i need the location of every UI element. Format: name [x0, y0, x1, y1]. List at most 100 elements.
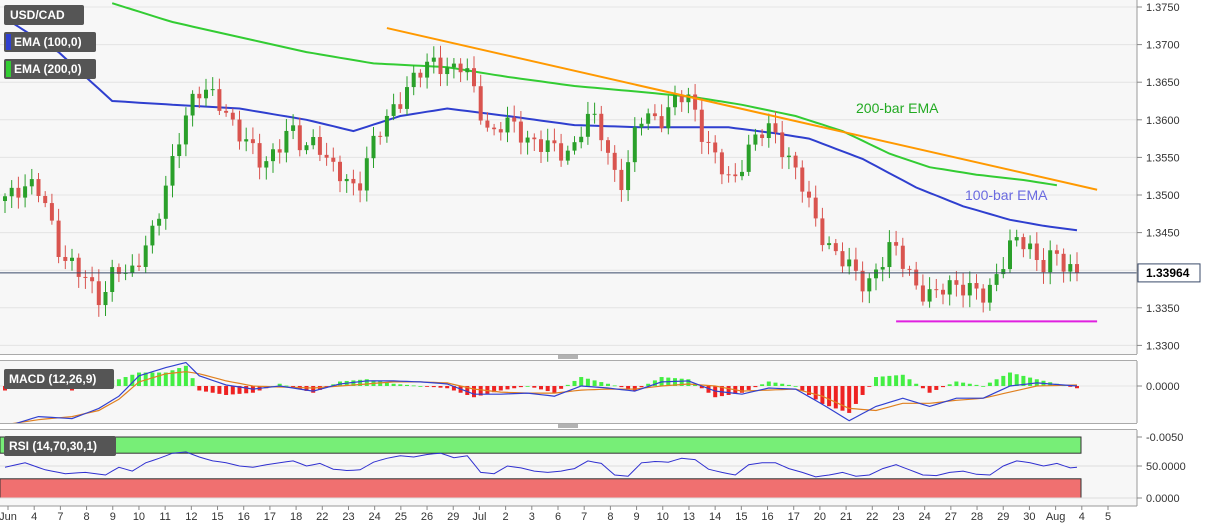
candle-body [1001, 269, 1006, 275]
candle [56, 208, 61, 264]
candle-body [807, 191, 811, 198]
macd-histogram-bar [418, 386, 423, 387]
time-tick-label: 29 [997, 511, 1009, 523]
candle [183, 107, 188, 157]
candle [284, 118, 289, 163]
time-tick-label: 13 [683, 511, 695, 523]
candle-body [706, 141, 711, 143]
candle [800, 160, 805, 203]
candle [746, 134, 751, 176]
candle-body [16, 187, 21, 198]
candle [1061, 248, 1066, 283]
time-tick-label: 5 [1105, 511, 1111, 523]
time-tick-label: 6 [555, 511, 561, 523]
candle-body [1014, 237, 1019, 241]
macd-histogram-bar [451, 386, 456, 391]
macd-histogram-bar [277, 383, 282, 386]
candle-body [773, 123, 778, 133]
macd-histogram-bar [492, 386, 497, 393]
candle-body [632, 127, 637, 163]
candle-body [63, 256, 68, 261]
candle [277, 139, 282, 164]
candle [478, 74, 483, 125]
candle-body [927, 289, 932, 302]
macd-histogram-bar [1001, 375, 1006, 386]
macd-histogram-bar [760, 384, 765, 386]
candle [900, 237, 905, 278]
candle-body [492, 127, 497, 130]
macd-histogram-bar [860, 386, 865, 395]
candle [304, 142, 309, 155]
time-tick-label: 9 [634, 511, 640, 523]
ema100-layer [4, 17, 1078, 232]
candle-body [250, 139, 255, 144]
macd-histogram-bar [887, 375, 892, 386]
candle [150, 220, 155, 254]
candle [867, 273, 872, 304]
ema100-legend[interactable]: EMA (100,0) [4, 32, 96, 52]
candle-body [974, 283, 979, 289]
macd-histogram-bar [987, 382, 992, 386]
macd-histogram-bar [679, 378, 684, 386]
candle-body [693, 94, 698, 110]
candle [847, 247, 852, 275]
time-axis[interactable]: Jun 4 7 8 9 10 11 12 15 16 17 18 22 23 24 25 26 29 Jul 2 3 6 7… [0, 506, 1111, 523]
candle [338, 155, 342, 193]
macd-histogram-bar [914, 383, 919, 386]
candle [585, 101, 590, 145]
macd-histogram-bar [793, 386, 798, 387]
macd-histogram-bar [378, 381, 383, 386]
symbol-label[interactable]: USD/CAD [4, 5, 84, 25]
candle-body [217, 89, 222, 111]
candle [36, 172, 41, 203]
time-tick-label: 22 [866, 511, 878, 523]
macd-histogram-bar [197, 386, 202, 391]
candle [726, 166, 731, 183]
macd-histogram-bar [927, 386, 932, 393]
macd-histogram-bar [967, 383, 972, 386]
candle-body [1061, 253, 1066, 272]
macd-pane-resize-handle[interactable] [0, 354, 1137, 361]
macd-legend[interactable]: MACD (12,26,9) [4, 369, 114, 389]
time-tick-label: 7 [57, 511, 63, 523]
candle [1048, 240, 1053, 285]
time-tick-label: 28 [971, 511, 983, 523]
candle-body [532, 137, 537, 140]
candle-body [110, 267, 115, 293]
candle-body [458, 63, 463, 73]
macd-histogram-bar [465, 386, 470, 395]
candle-body [941, 289, 945, 295]
macd-histogram-bar [706, 386, 711, 393]
time-tick-label: 2 [503, 511, 509, 523]
rsi-pane-resize-handle[interactable] [0, 423, 1137, 430]
candle [813, 185, 818, 227]
candle [699, 97, 704, 154]
symbol-label-text: USD/CAD [10, 8, 65, 22]
macd-histogram-bar [284, 385, 289, 387]
macd-histogram-bar [699, 386, 704, 389]
candle [934, 278, 939, 298]
price-axis[interactable]: 1.3750 1.3700 1.3650 1.3600 1.3550 1.3500 1.34… [1137, 2, 1180, 352]
macd-histogram-bar [1008, 372, 1012, 386]
candle-body [981, 288, 986, 303]
macd-tick-label: 0.0000 [1146, 381, 1180, 393]
candle [70, 248, 74, 271]
candle [110, 259, 115, 302]
candle-body [833, 243, 838, 252]
candle [740, 159, 744, 181]
candle [317, 125, 322, 162]
rsi-legend[interactable]: RSI (14,70,30,1) [4, 436, 116, 456]
candle-body [740, 171, 744, 177]
candle-body [358, 183, 363, 191]
time-tick-label: 10 [133, 511, 145, 523]
candle-body [224, 110, 229, 113]
ema200-legend[interactable]: EMA (200,0) [4, 59, 96, 79]
candle [351, 169, 356, 196]
candle [786, 147, 791, 170]
ema100-legend-text: EMA (100,0) [14, 35, 82, 49]
candle-body [49, 203, 54, 221]
candle [987, 278, 992, 311]
candle [539, 130, 543, 163]
price-gridlines [0, 6, 1137, 346]
candle-body [90, 277, 95, 282]
